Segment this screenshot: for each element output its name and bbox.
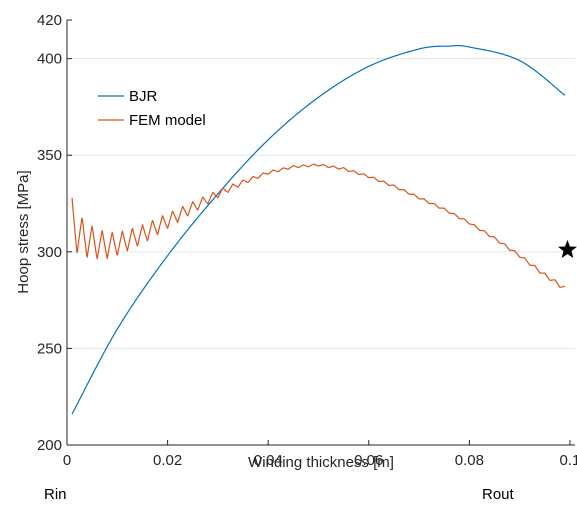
series-lines: [71, 44, 566, 415]
x-tick-label-5: 0.1: [560, 452, 577, 469]
x-tick-label-2: 0.04: [254, 452, 283, 469]
y-tick-label-400: 400: [37, 51, 62, 68]
x-tick-label-1: 0.02: [153, 452, 182, 469]
series-line-bjr: [71, 44, 566, 415]
y-tick-label-250: 250: [37, 340, 62, 357]
y-tick-label-200: 200: [37, 437, 62, 454]
plot-area: [67, 20, 575, 445]
grid-lines: [67, 58, 575, 349]
y-tick-label-300: 300: [37, 244, 62, 261]
legend-label-bjr: BJR: [129, 88, 158, 105]
legend: BJR FEM model: [98, 88, 206, 129]
star-marker-icon: [557, 239, 577, 258]
y-tick-label-420: 420: [37, 12, 62, 29]
annotations: [557, 239, 577, 258]
x-tick-label-3: 0.06: [354, 452, 383, 469]
y-tick-label-350: 350: [37, 147, 62, 164]
y-axis-title: Hoop stress [MPa]: [15, 170, 32, 293]
tick-labels: 200 250 300 350 400 420 0 0.02 0.04 0.06 0.08 0.1: [37, 12, 577, 469]
axes: [66, 19, 575, 446]
x-tick-label-4: 0.08: [455, 452, 484, 469]
rout-label: Rout: [482, 486, 514, 503]
legend-label-fem-model: FEM model: [129, 112, 206, 129]
x-axis-title: Winding thickness [m]: [248, 454, 394, 471]
x-tick-label-0: 0: [63, 452, 71, 469]
series-line-fem-model: [71, 163, 566, 288]
rin-label: Rin: [44, 486, 67, 503]
